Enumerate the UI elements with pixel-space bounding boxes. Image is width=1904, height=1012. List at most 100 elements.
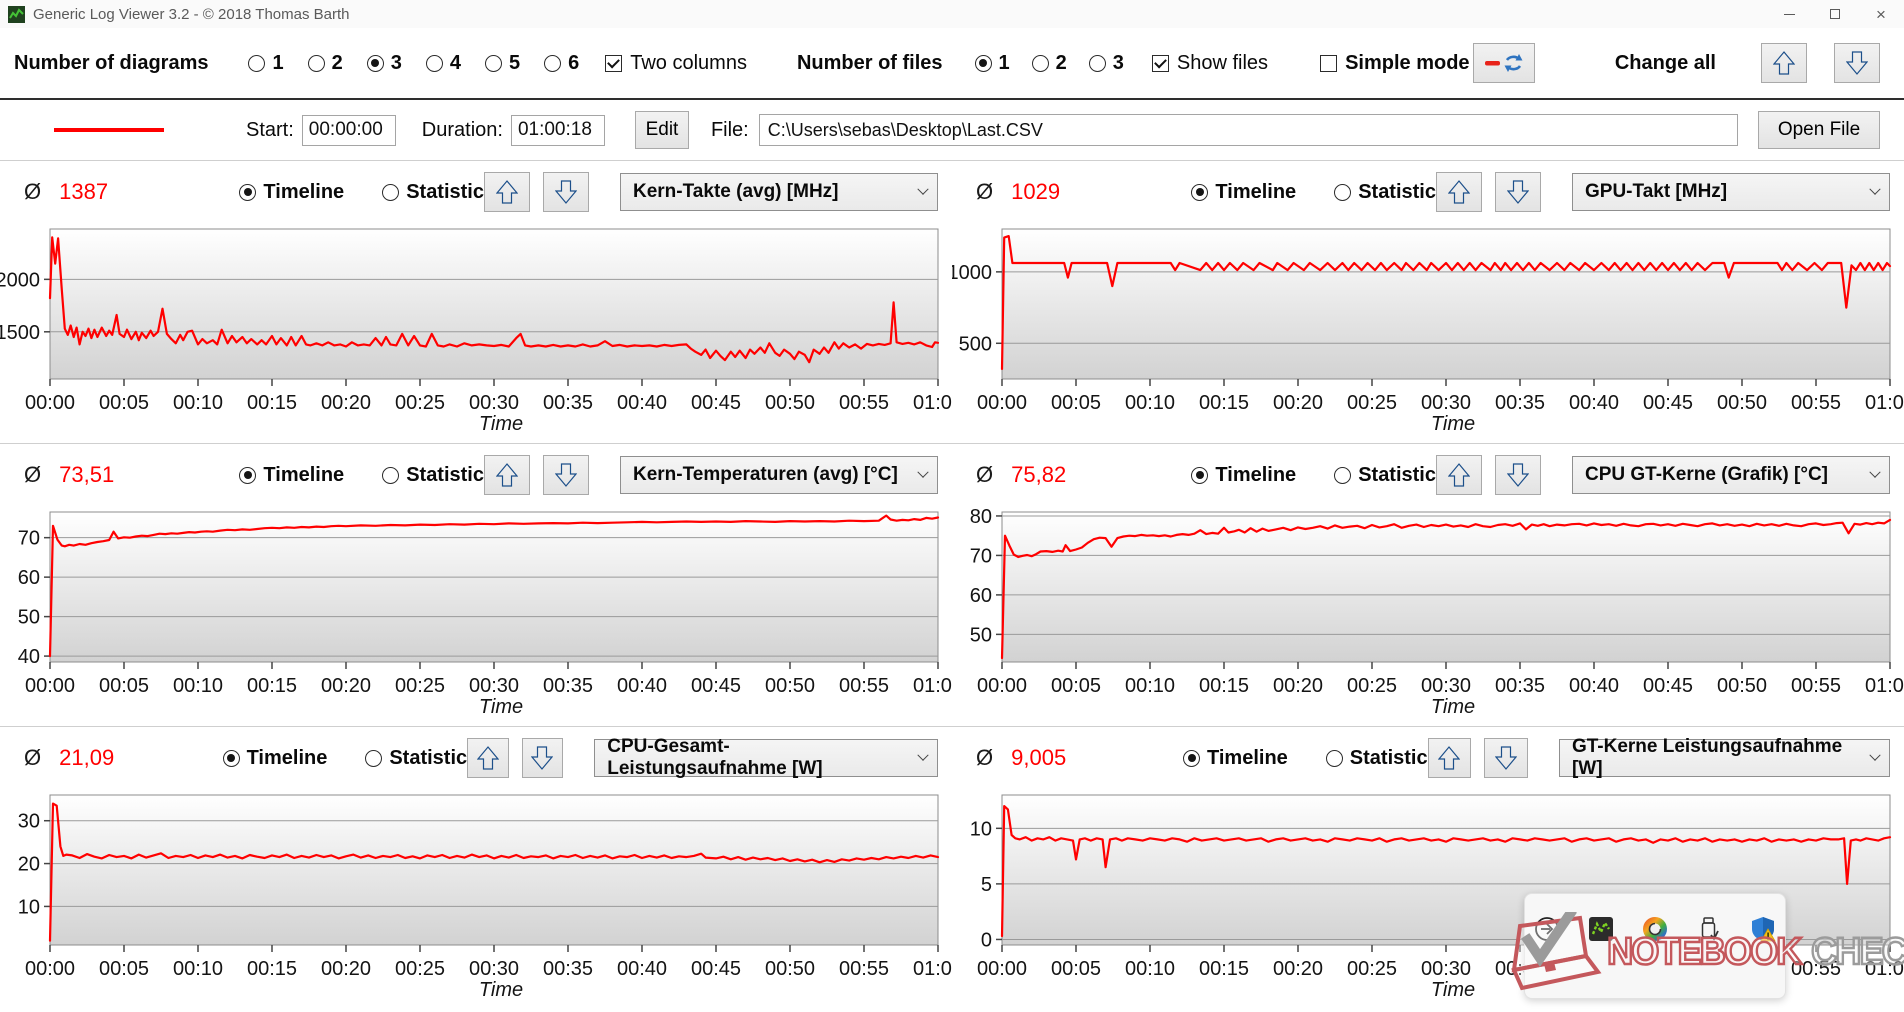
svg-text:00:25: 00:25 (395, 958, 445, 979)
show-files-checkbox[interactable]: Show files (1151, 52, 1268, 75)
statistic-radio[interactable]: Statistic (382, 464, 484, 487)
minimize-button[interactable] (1766, 0, 1812, 28)
duration-input[interactable] (510, 114, 605, 146)
statistic-radio[interactable]: Statistic (382, 181, 484, 204)
svg-text:00:00: 00:00 (977, 675, 1027, 696)
metric-dropdown[interactable]: GT-Kerne Leistungsaufnahme [W] (1558, 736, 1890, 779)
timeline-radio[interactable]: Timeline (239, 464, 344, 487)
svg-text:00:05: 00:05 (1051, 392, 1101, 413)
svg-text:50: 50 (18, 607, 40, 629)
move-metric-up-button[interactable] (467, 738, 509, 778)
move-metric-up-button[interactable] (484, 172, 530, 212)
svg-text:00:35: 00:35 (543, 958, 593, 979)
move-metric-up-button[interactable] (1436, 455, 1482, 495)
svg-text:01:00: 01:00 (1865, 392, 1904, 413)
file-path-input[interactable] (758, 114, 1738, 146)
diagrams-radio-1[interactable]: 1 (248, 52, 284, 75)
green-app-icon[interactable] (1588, 916, 1614, 942)
files-radio-2[interactable]: 2 (1031, 52, 1067, 75)
timeline-radio[interactable]: Timeline (222, 747, 327, 770)
timeline-radio[interactable]: Timeline (1191, 181, 1296, 204)
red-dash-swap-icon (1484, 54, 1523, 72)
change-color-button[interactable] (1472, 43, 1535, 83)
metric-dropdown[interactable]: GPU-Takt [MHz] (1572, 173, 1890, 211)
chevron-down-icon (917, 183, 929, 195)
metric-dropdown[interactable]: Kern-Takte (avg) [MHz] (620, 173, 938, 211)
x-axis-title: Time (478, 413, 524, 435)
statistic-radio[interactable]: Statistic (1334, 464, 1436, 487)
statistic-radio[interactable]: Statistic (1325, 747, 1428, 770)
close-icon: × (1876, 4, 1886, 24)
open-file-button[interactable]: Open File (1758, 111, 1880, 149)
svg-text:00:50: 00:50 (1717, 392, 1767, 413)
circle-arrow-icon[interactable] (1534, 916, 1560, 942)
files-radio-1[interactable]: 1 (974, 52, 1010, 75)
move-metric-down-button[interactable] (543, 455, 589, 495)
svg-text:00:50: 00:50 (765, 675, 815, 696)
average-value: 73,51 (59, 462, 115, 487)
timeline-radio[interactable]: Timeline (1191, 464, 1296, 487)
move-metric-down-button[interactable] (1484, 738, 1528, 778)
down-arrow-icon (1507, 180, 1529, 204)
move-metric-up-button[interactable] (484, 455, 530, 495)
diagrams-radio-2[interactable]: 2 (307, 52, 343, 75)
svg-text:00:15: 00:15 (1199, 392, 1249, 413)
svg-text:70: 70 (18, 528, 40, 550)
metric-dropdown[interactable]: Kern-Temperaturen (avg) [°C] (620, 456, 938, 494)
svg-text:0: 0 (981, 929, 992, 951)
move-metric-down-button[interactable] (1495, 455, 1541, 495)
average-readout: Ø 73,51 (24, 462, 223, 488)
chart-panel-header: Ø 9,005 Timeline Statistic GT-Kerne Leis… (952, 727, 1904, 789)
panel-controls: GPU-Takt [MHz] (1436, 172, 1890, 212)
svg-text:00:25: 00:25 (1347, 675, 1397, 696)
start-label: Start: (246, 118, 294, 141)
diagrams-radio-6[interactable]: 6 (544, 52, 579, 75)
svg-text:00:10: 00:10 (173, 958, 223, 979)
color-wheel-app-icon[interactable] (1642, 916, 1668, 942)
average-symbol: Ø (976, 179, 994, 204)
x-axis-title: Time (1430, 696, 1476, 718)
metric-dropdown[interactable]: CPU GT-Kerne (Grafik) [°C] (1572, 456, 1890, 494)
down-arrow-icon (531, 746, 554, 770)
change-all-down-button[interactable] (1834, 43, 1880, 83)
metric-dropdown[interactable]: CPU-Gesamt-Leistungsaufnahme [W] (594, 736, 939, 779)
files-radio-3[interactable]: 3 (1088, 52, 1124, 75)
average-value: 9,005 (1011, 745, 1067, 770)
statistic-radio[interactable]: Statistic (1334, 181, 1436, 204)
diagrams-radio-5[interactable]: 5 (484, 52, 520, 75)
change-all-up-button[interactable] (1761, 43, 1807, 83)
two-columns-checkbox[interactable]: Two columns (605, 52, 747, 75)
move-metric-down-button[interactable] (1495, 172, 1541, 212)
panel-controls: CPU-Gesamt-Leistungsaufnahme [W] (467, 736, 939, 779)
svg-text:00:40: 00:40 (1569, 392, 1619, 413)
svg-text:00:20: 00:20 (321, 675, 371, 696)
diagrams-radio-3[interactable]: 3 (366, 52, 402, 75)
timeline-radio[interactable]: Timeline (239, 181, 344, 204)
panel-controls: GT-Kerne Leistungsaufnahme [W] (1427, 736, 1890, 779)
move-metric-up-button[interactable] (1436, 172, 1482, 212)
svg-text:00:20: 00:20 (1273, 958, 1323, 979)
edit-button[interactable]: Edit (634, 111, 689, 149)
svg-text:00:10: 00:10 (1125, 958, 1175, 979)
simple-mode-checkbox[interactable]: Simple mode (1320, 52, 1470, 75)
move-metric-up-button[interactable] (1427, 738, 1472, 778)
chart-panel-header: Ø 1029 Timeline Statistic GPU-Takt [MHz] (952, 161, 1904, 223)
statistic-radio[interactable]: Statistic (365, 747, 467, 770)
svg-text:00:15: 00:15 (247, 958, 297, 979)
svg-text:00:40: 00:40 (617, 958, 667, 979)
average-readout: Ø 1387 (24, 179, 223, 205)
timeline-radio[interactable]: Timeline (1183, 747, 1288, 770)
move-metric-down-button[interactable] (521, 738, 564, 778)
average-readout: Ø 21,09 (24, 745, 207, 771)
diagrams-radio-4[interactable]: 4 (425, 52, 461, 75)
up-arrow-icon (496, 180, 518, 204)
defender-warning-icon[interactable] (1750, 916, 1776, 942)
panel-controls: Kern-Takte (avg) [MHz] (484, 172, 938, 212)
svg-text:01:00: 01:00 (913, 675, 952, 696)
svg-text:00:30: 00:30 (469, 675, 519, 696)
start-time-input[interactable] (301, 114, 396, 146)
move-metric-down-button[interactable] (543, 172, 589, 212)
maximize-button[interactable] (1812, 0, 1858, 28)
usb-eject-icon[interactable] (1696, 916, 1722, 942)
close-button[interactable]: × (1858, 0, 1904, 28)
